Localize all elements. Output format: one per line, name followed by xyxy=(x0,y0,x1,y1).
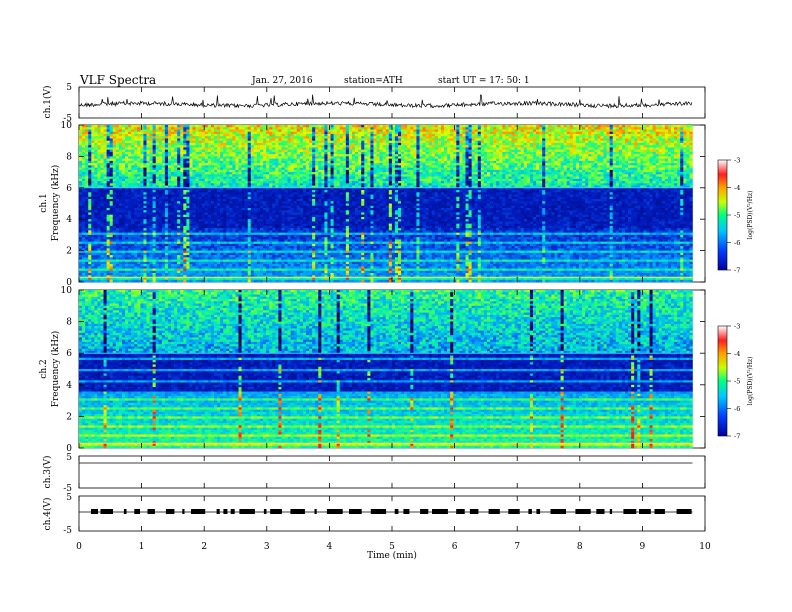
ch1-colorbar: -3 -4 -5 -6 -7 log(PSD)(V²/Hz) xyxy=(718,157,754,275)
ch2-spec-ylabel: Frequency (kHz) xyxy=(50,331,61,408)
time-axis-label: Time (min) xyxy=(367,550,417,561)
freq-tick-label: 2 xyxy=(66,412,72,422)
colorbar-tick-label: -6 xyxy=(734,405,740,413)
ch1-ylabel: ch.1(V) xyxy=(42,86,53,119)
ch4-ytick-top: 5 xyxy=(66,493,72,503)
ch1-ytick-top: 5 xyxy=(66,83,72,93)
time-tick-label: 9 xyxy=(640,542,646,552)
time-tick-label: 2 xyxy=(201,542,207,552)
colorbar-tick-label: -5 xyxy=(734,212,740,220)
time-tick-label: 0 xyxy=(76,542,82,552)
colorbar-tick-label: -4 xyxy=(734,184,740,192)
colorbar-tick-label: -7 xyxy=(734,433,740,441)
freq-tick-label: 6 xyxy=(66,184,72,194)
ch1-colorbar-label: log(PSD)(V²/Hz) xyxy=(747,191,754,240)
colorbar-tick-label: -7 xyxy=(734,267,740,275)
time-tick-label: 7 xyxy=(514,542,520,552)
colorbar-tick-label: -5 xyxy=(734,378,740,386)
freq-tick-label: 4 xyxy=(66,215,72,225)
ch2-colorbar-label: log(PSD)(V²/Hz) xyxy=(747,357,754,406)
freq-tick-label: 6 xyxy=(66,349,72,359)
freq-tick-label: 4 xyxy=(66,381,72,391)
ch3-ylabel: ch.3(V) xyxy=(42,456,53,489)
ch3-ytick-top: 5 xyxy=(66,453,72,463)
time-tick-label: 4 xyxy=(327,542,333,552)
time-tick-label: 8 xyxy=(577,542,583,552)
freq-tick-label: 8 xyxy=(66,318,72,328)
ch2-spec-label: ch.2 xyxy=(39,359,49,378)
freq-tick-label: 8 xyxy=(66,152,72,162)
ch1-spec-ylabel: Frequency (kHz) xyxy=(50,165,61,242)
ch4-ytick-bottom: -5 xyxy=(63,526,72,536)
time-tick-label: 1 xyxy=(139,542,145,552)
time-tick-label: 3 xyxy=(264,542,270,552)
freq-tick-label: 10 xyxy=(61,286,73,296)
freq-tick-label: 10 xyxy=(61,121,73,131)
ch4-waveform-line xyxy=(79,509,692,514)
ch1-spectrogram-image xyxy=(79,125,693,282)
colorbar-tick-label: -3 xyxy=(734,157,740,165)
time-tick-label: 10 xyxy=(699,542,711,552)
time-tick-label: 6 xyxy=(452,542,458,552)
ch2-colorbar: -3 -4 -5 -6 -7 log(PSD)(V²/Hz) xyxy=(718,323,754,441)
colorbar-tick-label: -4 xyxy=(734,350,740,358)
ch2-spectrogram-image xyxy=(79,290,693,448)
colorbar-tick-label: -3 xyxy=(734,323,740,331)
ch1-spec-label: ch.1 xyxy=(39,193,49,212)
vlf-figure: 5 -5 ch.1(V) 0 2 4 6 8 10 ch.1 Frequency (kHz… xyxy=(0,0,792,612)
colorbar-tick-label: -6 xyxy=(734,239,740,247)
freq-tick-label: 2 xyxy=(66,247,72,257)
ch4-ylabel: ch.4(V) xyxy=(42,498,53,531)
